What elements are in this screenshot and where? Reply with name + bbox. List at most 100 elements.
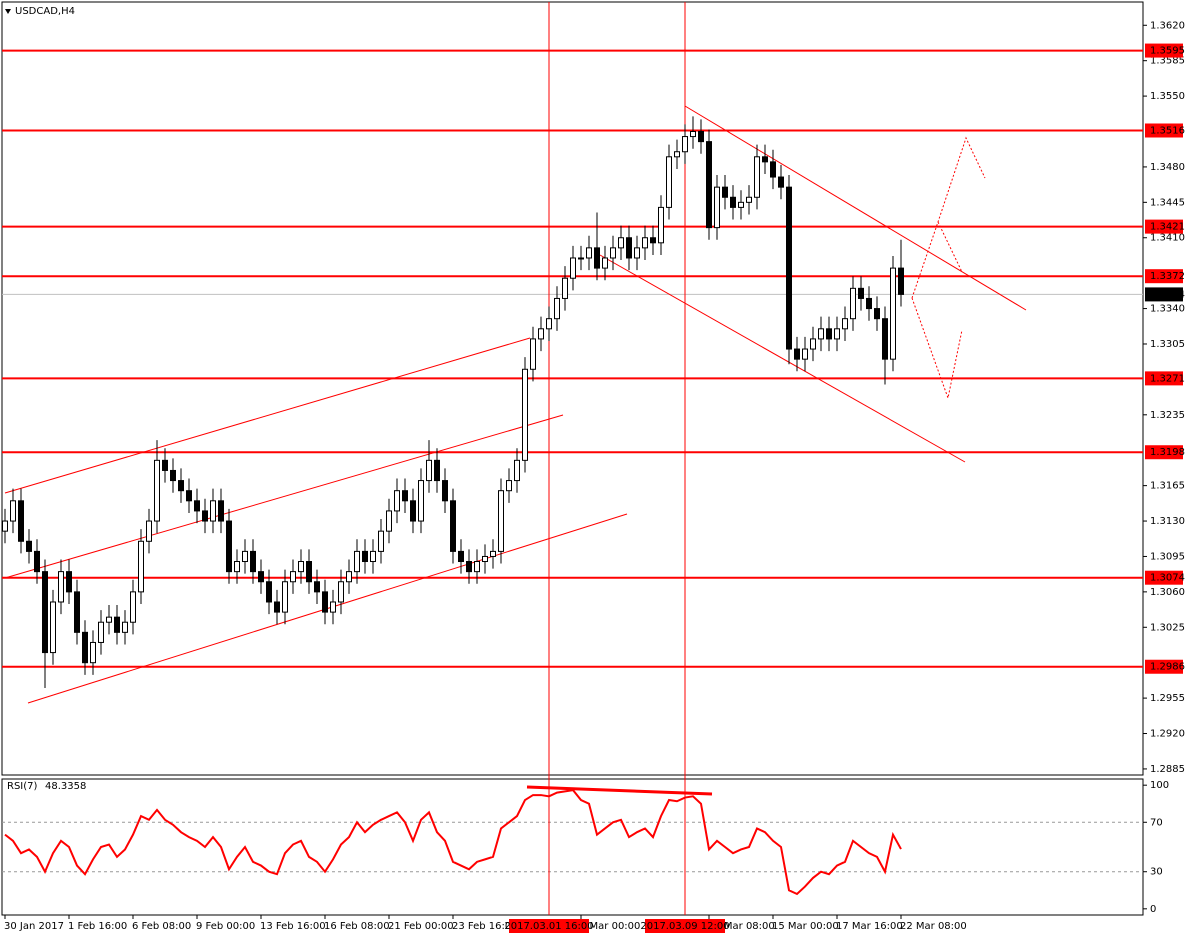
candle-body bbox=[874, 308, 880, 320]
candle-body bbox=[354, 550, 360, 573]
candle-body bbox=[34, 550, 40, 573]
candle-body bbox=[330, 601, 336, 613]
candle-body bbox=[178, 480, 184, 492]
candle-body bbox=[882, 318, 888, 360]
candle-body bbox=[394, 490, 400, 512]
y-tick-label: 1.3585 bbox=[1150, 56, 1185, 67]
candle-body bbox=[42, 571, 48, 654]
candle-body bbox=[50, 601, 56, 654]
x-tick-label: 16 Feb 08:00 bbox=[324, 921, 390, 932]
candle-body bbox=[370, 550, 376, 563]
candle-body bbox=[138, 540, 144, 593]
y-tick-label: 1.3060 bbox=[1150, 587, 1185, 598]
level-price-box bbox=[1145, 659, 1183, 674]
x-tick-label: 21 Feb 00:00 bbox=[388, 921, 454, 932]
candle-body bbox=[898, 267, 904, 295]
level-price-label: 1.3271 bbox=[1150, 373, 1185, 384]
candle-body bbox=[858, 287, 864, 299]
candle-body bbox=[418, 480, 424, 522]
candle-body bbox=[378, 530, 384, 552]
x-tick-label: 30 Jan 2017 bbox=[4, 921, 64, 932]
candle-body bbox=[562, 277, 568, 299]
level-price-box bbox=[1145, 445, 1183, 460]
candle-body bbox=[698, 131, 704, 143]
symbol-menu-arrow[interactable] bbox=[5, 9, 11, 14]
level-price-label: 1.3372 bbox=[1150, 271, 1185, 282]
y-tick-label: 1.3340 bbox=[1150, 304, 1185, 315]
candle-body bbox=[18, 500, 24, 542]
level-price-box bbox=[1145, 43, 1183, 58]
candle-body bbox=[674, 151, 680, 158]
rsi-divergence-line bbox=[526, 785, 713, 796]
y-tick-label: 1.3410 bbox=[1150, 233, 1185, 244]
candle-body bbox=[274, 601, 280, 613]
candle-body bbox=[690, 131, 696, 138]
candle-body bbox=[842, 318, 848, 330]
candle-body bbox=[122, 621, 128, 633]
candle-body bbox=[530, 338, 536, 370]
candle-body bbox=[58, 571, 64, 603]
level-price-label: 1.3074 bbox=[1150, 573, 1185, 584]
candle-body bbox=[666, 156, 672, 208]
level-price-box bbox=[1145, 269, 1183, 284]
y-tick-label: 1.3480 bbox=[1150, 162, 1185, 173]
level-price-label: 1.3595 bbox=[1150, 46, 1185, 57]
candle-body bbox=[810, 338, 816, 350]
rsi-current-value: 48.3358 bbox=[45, 781, 86, 792]
candle-body bbox=[10, 500, 16, 522]
chart-title: USDCAD,H4 bbox=[15, 6, 75, 17]
candle-body bbox=[618, 237, 624, 249]
x-tick-label: 22 Mar 08:00 bbox=[900, 921, 967, 932]
candle-body bbox=[402, 490, 408, 502]
channel-line bbox=[4, 414, 564, 579]
level-price-box bbox=[1145, 219, 1183, 234]
candle-body bbox=[266, 581, 272, 603]
candle-body bbox=[490, 550, 496, 557]
candle-body bbox=[314, 581, 320, 593]
candle-body bbox=[162, 459, 168, 471]
candle-body bbox=[298, 561, 304, 573]
candle-body bbox=[778, 176, 784, 188]
candle-body bbox=[730, 196, 736, 208]
candle-body bbox=[506, 480, 512, 492]
x-tick-label: 13 Feb 16:00 bbox=[260, 921, 326, 932]
candle-body bbox=[474, 561, 480, 573]
candle-body bbox=[602, 257, 608, 269]
candle-body bbox=[226, 520, 232, 573]
candle-body bbox=[762, 156, 768, 163]
candle-body bbox=[234, 561, 240, 573]
level-price-label: 1.2986 bbox=[1150, 662, 1185, 673]
candle-body bbox=[610, 247, 616, 259]
channel-line bbox=[4, 337, 531, 494]
x-tick-label: 6 Feb 08:00 bbox=[132, 921, 191, 932]
candle-body bbox=[642, 237, 648, 249]
trend-drawings bbox=[4, 105, 1027, 796]
y-tick-label: 1.3305 bbox=[1150, 339, 1185, 350]
candle-body bbox=[826, 328, 832, 340]
candle-body bbox=[186, 490, 192, 502]
candle-body bbox=[458, 550, 464, 563]
y-tick-label: 1.2955 bbox=[1150, 693, 1185, 704]
x-tick-label: 23 Feb 16:00 bbox=[452, 921, 518, 932]
candle-body bbox=[890, 267, 896, 360]
candle-body bbox=[546, 318, 552, 330]
candle-body bbox=[434, 459, 440, 482]
x-tick-label: 15 Mar 00:00 bbox=[772, 921, 839, 932]
candle-body bbox=[746, 196, 752, 203]
candle-body bbox=[538, 328, 544, 340]
candle-body bbox=[498, 490, 504, 552]
candle-body bbox=[866, 297, 872, 310]
candle-body bbox=[514, 459, 520, 482]
rsi-tick-label: 100 bbox=[1150, 780, 1169, 791]
x-tick-label: 6 Mar 00:00 bbox=[580, 921, 640, 932]
candle-body bbox=[242, 550, 248, 563]
candle-body bbox=[770, 161, 776, 178]
candle-body bbox=[250, 550, 256, 573]
y-tick-label: 1.3165 bbox=[1150, 481, 1185, 492]
candle-body bbox=[282, 581, 288, 613]
rsi-pane bbox=[1, 778, 1144, 916]
channel-line bbox=[684, 105, 1027, 311]
candle-body bbox=[482, 555, 488, 563]
